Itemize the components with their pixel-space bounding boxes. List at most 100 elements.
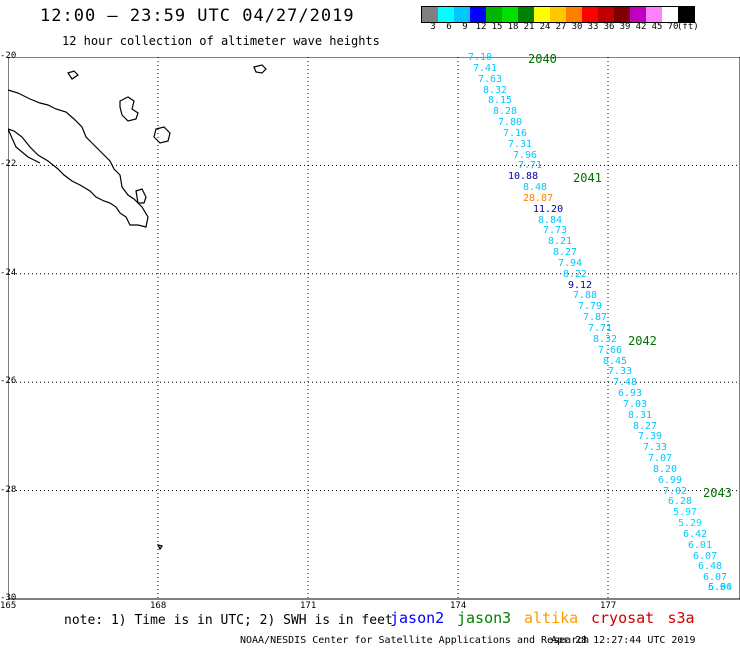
colorbar-tick-label: 9 [462,22,468,32]
colorbar-swatch-12 [614,7,630,22]
wave-height-observation: 8.32 [593,333,618,345]
coastline-island-4 [253,64,267,74]
wave-height-colorbar [421,6,695,23]
colorbar-tick-label: 70 [667,22,679,32]
wave-height-observation: 8.22 [563,268,588,280]
wave-height-observation: 8.48 [523,182,548,194]
colorbar-tick-label: 33 [587,22,599,32]
wave-height-observation: 6.42 [683,528,708,540]
map-canvas [8,57,740,600]
coastline-island-3 [135,188,147,204]
wave-height-observation: 6.93 [618,388,643,400]
latitude-label: -30 [0,593,17,603]
pass-time-label: 2042 [628,333,657,348]
wave-height-observation: 7.10 [468,52,493,63]
wave-height-observation: 8.32 [483,84,508,96]
wave-height-observation: 7.31 [508,138,533,150]
colorbar-tick-label: 45 [651,22,663,32]
colorbar-tick-label: 24 [539,22,551,32]
wave-height-observation: 6.48 [698,561,723,573]
wave-height-observation: 7.87 [583,312,608,324]
wave-height-observation: 8.20 [653,463,678,475]
wave-height-observation: 7.16 [503,127,528,139]
coastline-loyalty-island-2 [153,126,171,144]
wave-height-observation: 7.02 [663,485,688,497]
coastline-island-5 [67,70,79,80]
colorbar-swatch-5 [502,7,518,22]
wave-height-observation: 7.71 [588,323,613,334]
credit-line: NOAA/NESDIS Center for Satellite Applica… [240,635,590,646]
longitude-label: 174 [450,601,467,611]
wave-height-observation: 7.33 [608,366,633,378]
wave-height-observation: 6.07 [693,550,718,562]
wave-height-observation: 7.79 [578,301,603,313]
legend-satellite-jason2: jason2 [390,609,445,627]
map-area: 7.10 7.41 7.63 8.32 8.15 8.28 7.80 7.16 7.31 7.96… [8,52,740,600]
colorbar-swatch-11 [598,7,614,22]
colorbar-tick-label: 42 [635,22,647,32]
wave-height-observation: 8.15 [488,95,513,107]
wave-height-observation: 10.88 [508,171,539,183]
wave-height-observation: 28.87 [523,192,554,204]
longitude-label: 165 [0,601,17,611]
wave-height-observation: 7.94 [558,257,583,269]
pass-time-label: 2043 [703,485,732,500]
colorbar-tick-label: 15 [491,22,503,32]
wave-height-observation: 7.80 [498,117,523,129]
wave-height-observation: 8.45 [603,355,628,367]
colorbar-tick-label: 12 [475,22,487,32]
wave-height-observation: 9.12 [568,279,593,291]
colorbar-swatch-4 [486,7,502,22]
wave-height-observation: 5.97 [673,507,698,519]
coastline-island-6 [8,128,41,164]
coastline-new-caledonia [8,89,149,228]
wave-height-observation: 8.31 [628,409,653,421]
colorbar-tick-label: 36 [603,22,615,32]
colorbar-tick-label: (ft) [677,22,699,32]
colorbar-swatch-10 [582,7,598,22]
wave-height-observation: 11.20 [533,203,564,215]
wave-height-observation: 6.99 [658,474,683,486]
wave-height-observation: 7.66 [598,344,623,356]
footnote: note: 1) Time is in UTC; 2) SWH is in fe… [64,613,393,628]
coastline-island-7 [156,544,163,551]
wave-height-observation: 6.07 [703,572,728,584]
latitude-label: -20 [0,51,17,61]
colorbar-swatch-7 [534,7,550,22]
colorbar-swatch-0 [422,7,438,22]
wave-height-observation: 7.63 [478,73,503,85]
colorbar-tick-label: 39 [619,22,631,32]
legend-satellite-s3a: s3a [667,609,695,627]
wave-height-observation: 7.96 [513,149,538,161]
colorbar-tick-label: 30 [571,22,583,32]
pass-time-label: 2041 [573,171,602,186]
wave-height-observation: 8.27 [633,420,658,432]
pass-time-label: 2040 [528,52,557,66]
map-subtitle: 12 hour collection of altimeter wave hei… [62,34,380,48]
wave-height-observation: 6.01 [688,539,713,551]
colorbar-swatch-6 [518,7,534,22]
colorbar-swatch-14 [646,7,662,22]
wave-height-observation: 8.21 [548,236,573,248]
legend-satellite-jason3: jason3 [457,609,512,627]
coastline [8,64,267,551]
wave-height-observation: 7.73 [543,225,568,237]
latitude-label: -24 [0,267,17,278]
longitude-label: 171 [300,601,317,611]
latitude-label: -28 [0,484,17,495]
colorbar-tick-label: 6 [446,22,452,32]
colorbar-tick-label: 18 [507,22,519,32]
colorbar-swatch-3 [470,7,486,22]
wave-height-observation: 7.07 [648,453,673,465]
latitude-label: -26 [0,376,17,387]
legend-satellite-altika: altika [524,609,579,627]
longitude-label: 177 [600,601,617,611]
wave-height-observation: 7.39 [638,431,663,443]
wave-height-observation: 7.71 [518,160,543,172]
colorbar-tick-label: 27 [555,22,567,32]
wave-height-observation: 7.48 [613,377,638,389]
wave-height-observation: 6.28 [668,496,693,508]
wave-height-observation: 6.0 [708,582,727,593]
wave-height-observation: 5.96 [708,582,733,593]
map-title: 12:00 – 23:59 UTC 04/27/2019 [40,6,355,26]
